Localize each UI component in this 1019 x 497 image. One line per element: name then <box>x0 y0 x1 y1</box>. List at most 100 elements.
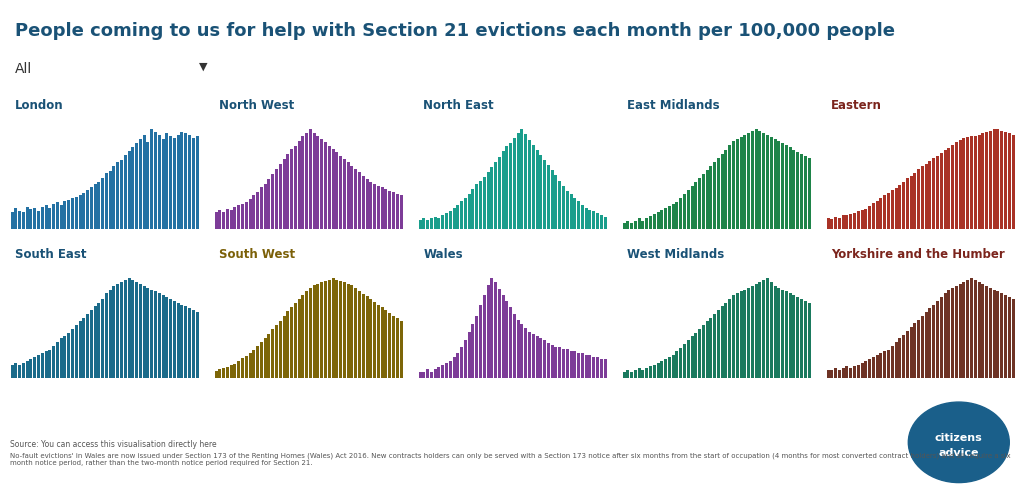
Bar <box>37 211 40 229</box>
Bar <box>380 307 383 378</box>
Bar <box>418 220 421 229</box>
Bar <box>176 135 179 229</box>
Bar <box>331 149 334 229</box>
Bar <box>573 351 576 378</box>
Bar <box>852 213 855 229</box>
Bar <box>788 293 791 378</box>
Bar <box>769 282 772 378</box>
Bar <box>528 140 531 229</box>
Bar <box>920 316 923 378</box>
Bar <box>943 293 946 378</box>
Bar <box>426 220 429 229</box>
Bar <box>603 217 606 229</box>
Bar <box>59 205 62 229</box>
Bar <box>834 217 837 229</box>
Bar <box>887 349 890 378</box>
Bar <box>924 312 927 378</box>
Bar <box>493 162 496 229</box>
Bar <box>890 346 893 378</box>
Bar <box>460 347 463 378</box>
Bar <box>841 215 844 229</box>
Bar <box>535 336 538 378</box>
Bar <box>184 307 187 378</box>
Bar <box>263 184 266 229</box>
Bar <box>313 133 316 229</box>
Bar <box>599 359 602 378</box>
Bar <box>969 278 972 378</box>
Bar <box>739 137 742 229</box>
Bar <box>580 353 583 378</box>
Bar <box>240 204 244 229</box>
Bar <box>34 208 37 229</box>
Bar <box>947 148 950 229</box>
Bar <box>301 295 304 378</box>
Bar <box>324 281 327 378</box>
Bar <box>905 331 908 378</box>
Bar <box>143 286 146 378</box>
Bar <box>675 202 678 229</box>
Bar <box>67 332 70 378</box>
Bar <box>376 185 379 229</box>
Bar <box>309 129 312 229</box>
Bar <box>894 187 897 229</box>
Bar <box>154 291 157 378</box>
Bar <box>694 332 697 378</box>
Bar <box>260 342 263 378</box>
Bar <box>86 314 89 378</box>
Bar <box>135 143 138 229</box>
Bar <box>267 179 270 229</box>
Bar <box>652 214 655 229</box>
Bar <box>222 212 225 229</box>
Bar <box>123 280 126 378</box>
Bar <box>301 136 304 229</box>
Bar <box>690 186 693 229</box>
Bar <box>912 173 915 229</box>
Bar <box>535 150 538 229</box>
Bar <box>237 361 240 378</box>
Bar <box>45 205 48 229</box>
Bar <box>504 301 507 378</box>
Bar <box>10 365 13 378</box>
Bar <box>192 310 195 378</box>
Bar <box>754 284 757 378</box>
Bar <box>342 159 345 229</box>
Bar <box>493 282 496 378</box>
Bar <box>539 155 542 229</box>
Bar <box>871 203 874 229</box>
Bar <box>656 363 659 378</box>
Bar <box>358 291 361 378</box>
Bar <box>882 351 886 378</box>
Bar <box>984 132 987 229</box>
Bar <box>898 185 901 229</box>
Bar <box>1011 299 1014 378</box>
Bar <box>671 204 674 229</box>
Bar <box>105 293 108 378</box>
Bar <box>94 307 97 378</box>
Bar <box>887 193 890 229</box>
Bar <box>603 359 606 378</box>
Bar <box>74 197 77 229</box>
Bar <box>169 136 172 229</box>
Bar <box>501 152 504 229</box>
Bar <box>293 303 297 378</box>
Bar <box>728 299 731 378</box>
Bar <box>327 146 330 229</box>
Bar <box>86 190 89 229</box>
Bar <box>528 332 531 378</box>
Bar <box>52 346 55 378</box>
Bar <box>894 342 897 378</box>
Bar <box>184 133 187 229</box>
Bar <box>573 198 576 229</box>
Bar <box>452 208 455 229</box>
Bar <box>508 143 512 229</box>
Bar <box>834 368 837 378</box>
Bar <box>278 164 281 229</box>
Bar <box>158 293 161 378</box>
Bar <box>376 305 379 378</box>
Bar <box>882 195 886 229</box>
Text: Wales: Wales <box>423 248 463 261</box>
Bar <box>746 288 749 378</box>
Bar <box>59 338 62 378</box>
Bar <box>667 357 671 378</box>
Bar <box>105 173 108 229</box>
